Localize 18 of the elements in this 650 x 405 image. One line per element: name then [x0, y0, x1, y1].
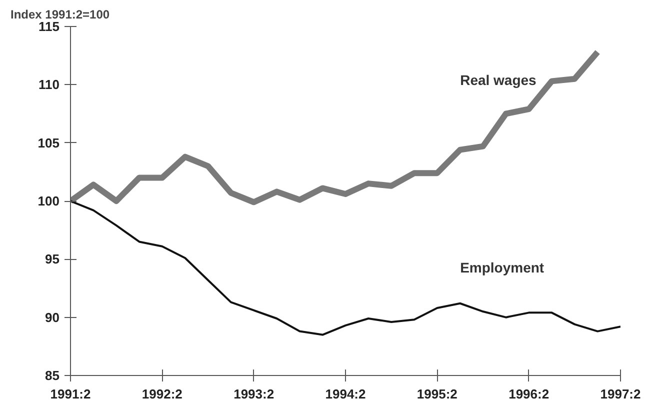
y-tick-label: 100 [38, 194, 60, 208]
y-tick-label: 115 [38, 19, 60, 34]
y-axis-title: Index 1991:2=100 [10, 8, 110, 22]
y-tick-label: 90 [45, 310, 60, 325]
y-tick-label: 105 [38, 135, 60, 150]
x-tick-label: 1996:2 [508, 386, 550, 402]
y-tick-label: 110 [38, 77, 60, 92]
x-tick-label: 1991:2 [50, 386, 91, 402]
y-tick-label: 85 [45, 368, 60, 383]
x-tick-label: 1994:2 [325, 386, 366, 402]
x-tick-label: 1995:2 [416, 386, 458, 402]
line-series [70, 200, 620, 336]
y-tick-label: 95 [45, 252, 60, 267]
x-tick-label: 1993:2 [234, 386, 274, 402]
series-label: Employment [460, 259, 544, 276]
x-tick-label: 1997:2 [600, 386, 641, 402]
series-label: Real wages [460, 72, 537, 88]
x-tick-label: 1992:2 [142, 386, 182, 402]
